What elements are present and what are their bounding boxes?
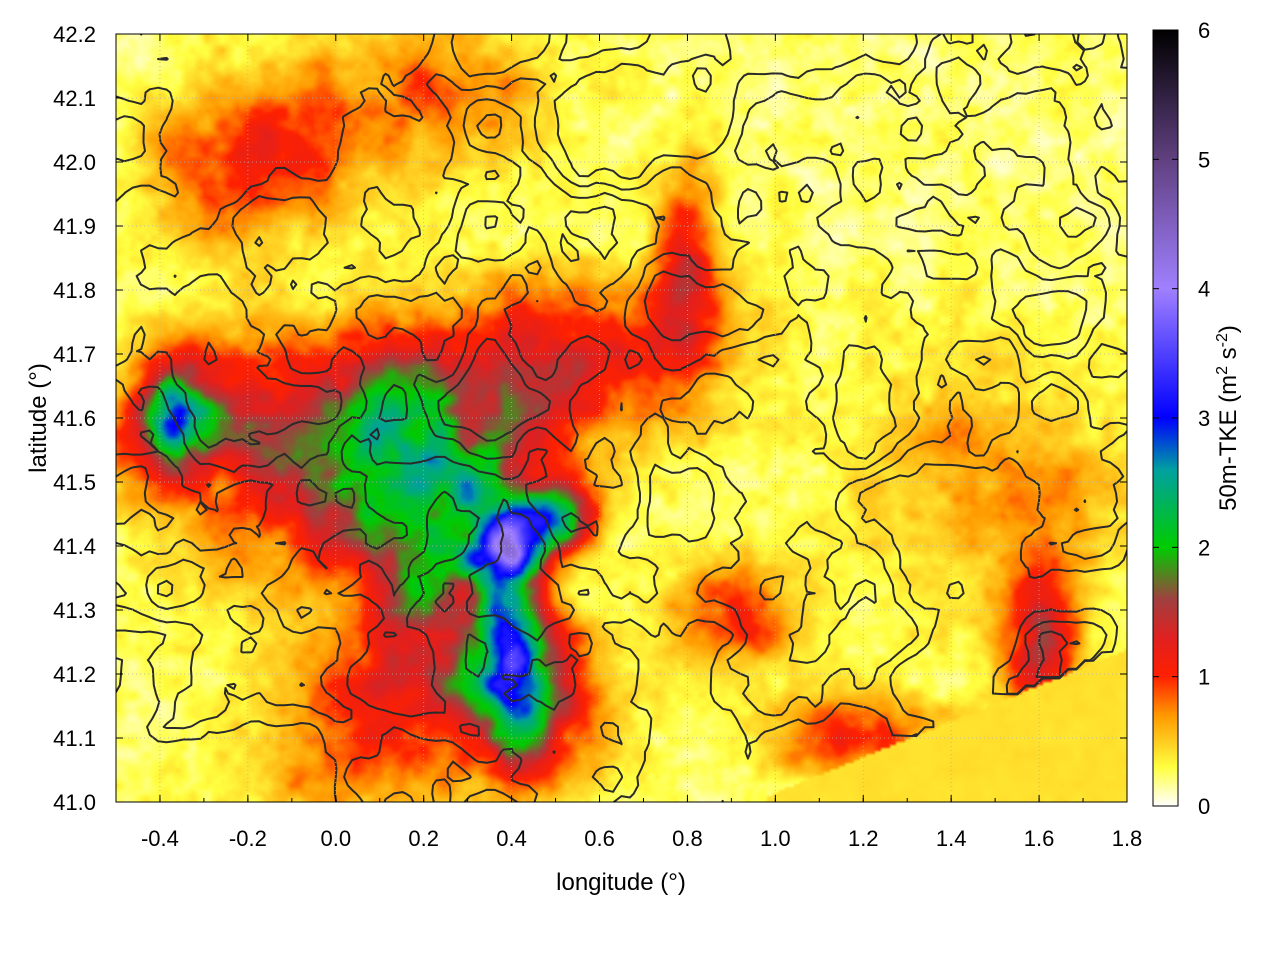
x-axis-label: longitude (°)	[556, 869, 686, 896]
colorbar-label: 50m-TKE (m2 s-2)	[1214, 325, 1242, 511]
colorbar-tick-label: 5	[1198, 147, 1210, 172]
x-tick-label: 1.4	[936, 826, 967, 851]
colorbar-tick-label: 6	[1198, 18, 1210, 43]
contour-line	[116, 113, 1127, 802]
x-tick-label: 0.2	[408, 826, 439, 851]
y-tick-label: 41.6	[53, 406, 96, 431]
colorbar-tick-label: 3	[1198, 406, 1210, 431]
colorbar-tick-label: 2	[1198, 535, 1210, 560]
x-tick-label: 0.0	[320, 826, 351, 851]
x-axis-ticks: -0.4 -0.2 0.0 0.2 0.4 0.6 0.8 1.0 1.2 1.4 1.6 1.8	[115, 34, 1143, 851]
y-tick-label: 42.2	[53, 22, 96, 47]
x-tick-label: -0.4	[141, 826, 179, 851]
y-tick-label: 41.2	[53, 662, 96, 687]
contour-line	[116, 34, 1127, 802]
x-tick-label: 0.8	[672, 826, 703, 851]
x-tick-label: 0.4	[496, 826, 527, 851]
x-tick-label: 1.6	[1024, 826, 1055, 851]
x-tick-label: 1.0	[760, 826, 791, 851]
y-tick-label: 41.1	[53, 726, 96, 751]
y-tick-label: 41.9	[53, 214, 96, 239]
colorbar-ticks: 0 1 2 3 4 5 6	[1153, 18, 1210, 819]
y-tick-label: 41.4	[53, 534, 96, 559]
y-axis-ticks: 41.0 41.1 41.2 41.3 41.4 41.5 41.6 41.7 41.8 41.9…	[53, 22, 1127, 815]
colorbar-tick-label: 4	[1198, 277, 1210, 302]
y-tick-label: 41.0	[53, 790, 96, 815]
y-tick-label: 41.5	[53, 470, 96, 495]
x-tick-label: 1.8	[1112, 826, 1143, 851]
y-tick-label: 42.0	[53, 150, 96, 175]
terrain-contours	[116, 34, 1127, 802]
x-tick-label: 1.2	[848, 826, 879, 851]
y-tick-label: 41.3	[53, 598, 96, 623]
y-tick-label: 42.1	[53, 86, 96, 111]
x-tick-label: 0.6	[584, 826, 615, 851]
colorbar-tick-label: 0	[1198, 794, 1210, 819]
colorbar-tick-label: 1	[1198, 665, 1210, 690]
x-tick-label: -0.2	[229, 826, 267, 851]
y-tick-label: 41.8	[53, 278, 96, 303]
y-axis-label: latitude (°)	[25, 363, 52, 473]
y-tick-label: 41.7	[53, 342, 96, 367]
